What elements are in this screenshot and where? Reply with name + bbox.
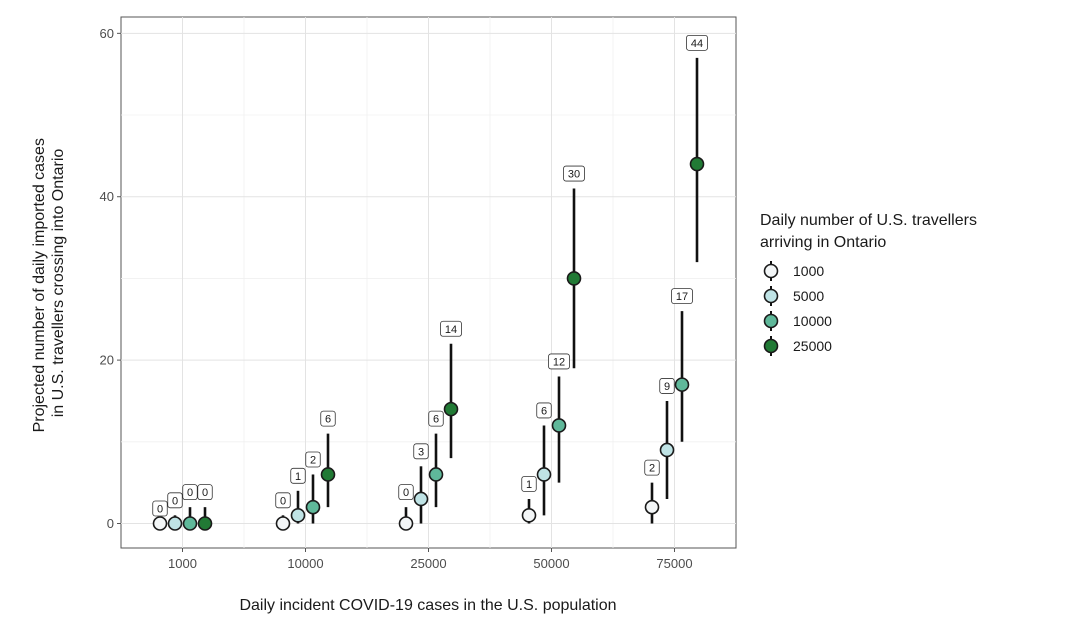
data-label-box [536, 402, 552, 419]
data-point [167, 516, 183, 531]
data-point [674, 377, 690, 392]
data-label-box [659, 378, 675, 394]
x-tick-label: 1000 [168, 556, 197, 571]
y-axis-title-line-2: in U.S. travellers crossing into Ontario [50, 149, 67, 418]
data-point [275, 516, 291, 531]
data-label-box [521, 476, 537, 492]
grid-layer [121, 17, 736, 548]
data-label: 30 [568, 169, 580, 181]
data-label: 0 [280, 495, 286, 507]
data-label: 6 [541, 405, 547, 417]
data-point [536, 467, 552, 482]
data-label: 14 [445, 324, 457, 336]
data-label: 44 [691, 38, 703, 50]
data-label: 1 [295, 471, 301, 483]
y-tick-label: 0 [107, 516, 114, 531]
y-axis-title: Projected number of daily imported cases… [31, 134, 67, 433]
legend-item-label: 10000 [793, 313, 832, 329]
x-tick-label: 25000 [410, 556, 446, 571]
y-tick-label: 40 [100, 189, 114, 204]
legend-key-swatch [763, 313, 779, 329]
data-label-box [320, 410, 336, 427]
legend-item-label: 25000 [793, 338, 832, 354]
data-label-box [548, 353, 570, 370]
data-label-box [644, 459, 660, 476]
legend-title-line-2: arriving in Ontario [760, 234, 886, 251]
legend-key-swatch [763, 263, 779, 279]
data-label: 1 [526, 479, 532, 491]
data-label: 17 [676, 291, 688, 303]
data-point [428, 467, 444, 482]
data-label: 0 [187, 487, 193, 499]
x-axis-title: Daily incident COVID-19 cases in the U.S… [239, 597, 616, 614]
data-point [320, 467, 336, 482]
data-label-box [686, 34, 708, 51]
data-point [152, 516, 168, 531]
data-label: 6 [433, 414, 439, 426]
data-point [644, 499, 660, 515]
data-label-box [275, 492, 291, 509]
data-label: 2 [310, 454, 316, 466]
data-point [398, 516, 414, 531]
data-label-box [413, 443, 429, 460]
data-label-box [152, 500, 168, 517]
data-label: 6 [325, 414, 331, 426]
data-point [659, 442, 675, 458]
data-label: 9 [664, 381, 670, 393]
point-layer [152, 156, 705, 531]
data-point [521, 508, 537, 523]
data-point [305, 499, 321, 515]
x-tick-label: 75000 [656, 556, 692, 571]
data-label-box [440, 320, 462, 337]
data-label-box [305, 451, 321, 468]
data-point [443, 401, 459, 417]
legend-item-label: 5000 [793, 288, 824, 304]
data-point [551, 418, 567, 433]
data-label-box [167, 492, 183, 509]
data-label: 3 [418, 446, 424, 458]
data-point [413, 491, 429, 507]
y-tick-label: 20 [100, 353, 114, 368]
data-label-box [428, 410, 444, 427]
legend: Daily number of U.S. travellers arriving… [760, 212, 981, 356]
data-label: 0 [172, 495, 178, 507]
legend-item-label: 1000 [793, 263, 824, 279]
legend-title-line-1: Daily number of U.S. travellers [760, 212, 977, 229]
legend-title: Daily number of U.S. travellers arriving… [760, 212, 981, 251]
data-label-box [563, 165, 585, 182]
y-axis-title-line-1: Projected number of daily imported cases [31, 138, 48, 432]
legend-items: 1000 5000 10000 25000 [763, 261, 832, 356]
data-label: 0 [403, 487, 409, 499]
data-label: 0 [202, 487, 208, 499]
legend-key-swatch [763, 288, 779, 304]
data-point [689, 156, 705, 172]
data-label-box [182, 484, 198, 501]
data-point [290, 508, 306, 523]
data-point [182, 516, 198, 531]
data-label-box [671, 288, 693, 304]
data-label-box [398, 484, 414, 501]
x-tick-label: 50000 [533, 556, 569, 571]
x-tick-label: 10000 [287, 556, 323, 571]
data-point [197, 516, 213, 531]
y-tick-label: 60 [100, 26, 114, 41]
legend-key-swatch [763, 338, 779, 354]
data-label: 12 [553, 356, 565, 368]
data-label-box [197, 484, 213, 501]
data-point [566, 271, 582, 286]
data-label: 0 [157, 503, 163, 515]
data-label-box [290, 467, 306, 484]
data-label: 2 [649, 463, 655, 475]
